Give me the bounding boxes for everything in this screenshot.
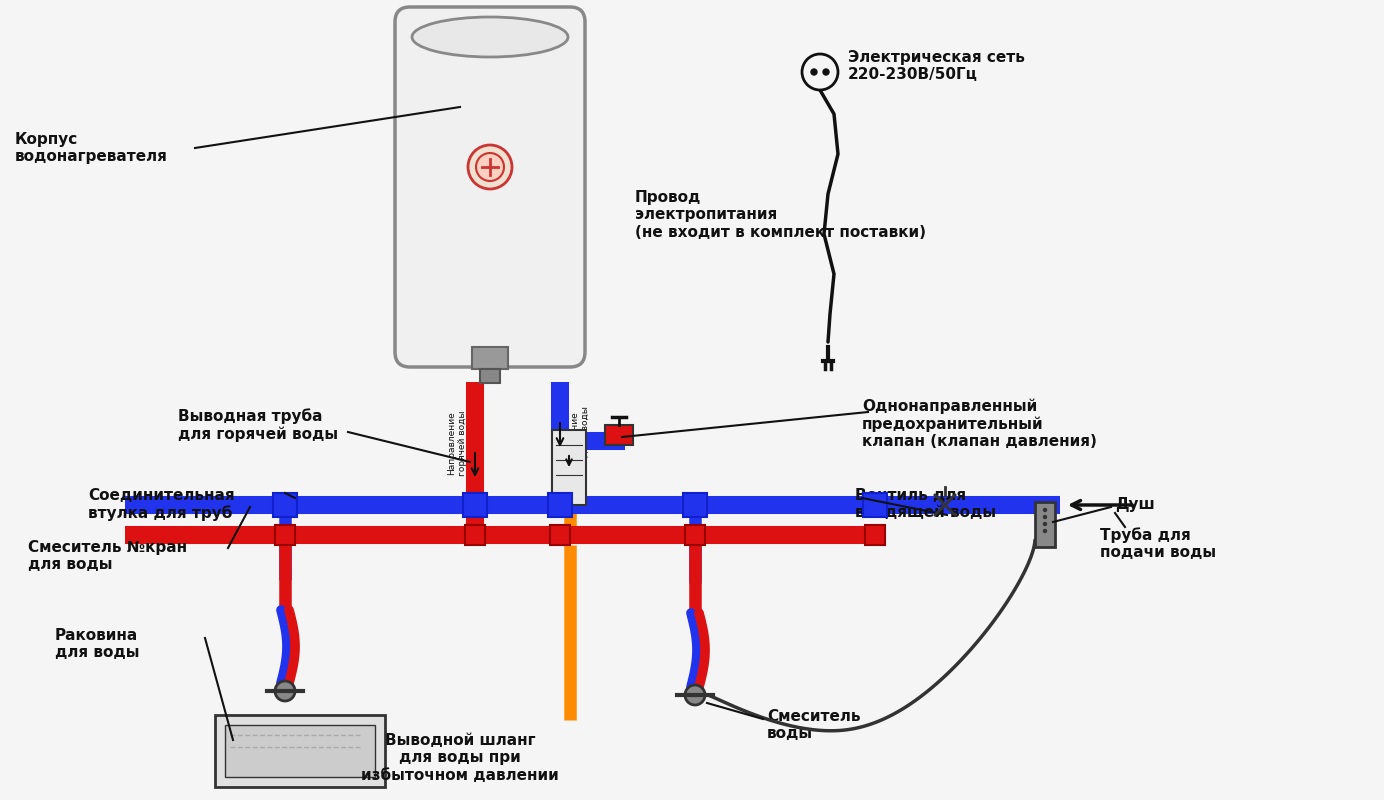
Circle shape — [801, 54, 837, 90]
Bar — [480, 369, 500, 383]
Bar — [549, 525, 570, 545]
Text: Электрическая сеть
220-230В/50Гц: Электрическая сеть 220-230В/50Гц — [848, 50, 1026, 82]
Bar — [685, 525, 704, 545]
Ellipse shape — [412, 17, 567, 57]
Circle shape — [275, 681, 295, 701]
Circle shape — [1044, 530, 1046, 533]
FancyBboxPatch shape — [394, 7, 585, 367]
Circle shape — [685, 685, 704, 705]
Circle shape — [468, 145, 512, 189]
Bar — [464, 493, 487, 517]
Text: Выводная труба
для горячей воды: Выводная труба для горячей воды — [179, 408, 338, 442]
Bar — [605, 425, 632, 445]
Text: Душ: Душ — [1116, 497, 1154, 512]
Bar — [548, 493, 572, 517]
Bar — [465, 525, 484, 545]
Text: Корпус
водонагревателя: Корпус водонагревателя — [15, 132, 167, 164]
Text: Труба для
подачи воды: Труба для подачи воды — [1100, 527, 1217, 560]
Bar — [215, 715, 385, 787]
Bar — [682, 493, 707, 517]
Text: Раковина
для воды: Раковина для воды — [55, 628, 140, 661]
Bar — [226, 725, 375, 777]
Text: Выводной шланг
для воды при
избыточном давлении: Выводной шланг для воды при избыточном д… — [361, 733, 559, 782]
Bar — [552, 430, 585, 505]
Bar — [1035, 502, 1055, 547]
Bar — [865, 525, 884, 545]
Bar — [864, 493, 887, 517]
Bar — [275, 525, 295, 545]
Bar — [472, 347, 508, 369]
Circle shape — [1044, 515, 1046, 518]
Text: Смеситель
воды: Смеситель воды — [767, 709, 861, 742]
Text: Направление
холодной воды: Направление холодной воды — [570, 406, 590, 479]
Text: Смеситель №кран
для воды: Смеситель №кран для воды — [28, 540, 187, 573]
Circle shape — [1044, 522, 1046, 526]
Circle shape — [823, 69, 829, 75]
Text: Направление
горячей воды: Направление горячей воды — [447, 410, 466, 476]
Text: Однонаправленный
предохранительный
клапан (клапан давления): Однонаправленный предохранительный клапа… — [862, 398, 1098, 449]
Bar — [273, 493, 298, 517]
Circle shape — [476, 153, 504, 181]
Circle shape — [811, 69, 817, 75]
Circle shape — [1044, 509, 1046, 511]
Text: Вентиль для
входящей воды: Вентиль для входящей воды — [855, 488, 996, 520]
Text: Провод
электропитания
(не входит в комплект поставки): Провод электропитания (не входит в компл… — [635, 190, 926, 240]
Text: Соединительная
втулка для труб: Соединительная втулка для труб — [89, 488, 235, 522]
